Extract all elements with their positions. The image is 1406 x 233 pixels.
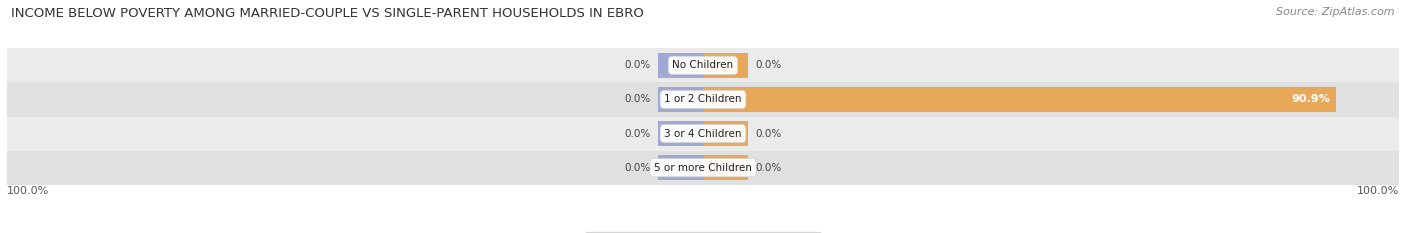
Bar <box>658 53 703 78</box>
Text: 90.9%: 90.9% <box>1291 94 1330 104</box>
Text: 0.0%: 0.0% <box>624 60 651 70</box>
Bar <box>703 155 748 180</box>
Bar <box>658 155 703 180</box>
Text: 0.0%: 0.0% <box>755 60 782 70</box>
Text: 0.0%: 0.0% <box>624 163 651 173</box>
Bar <box>7 48 1399 82</box>
Text: Source: ZipAtlas.com: Source: ZipAtlas.com <box>1277 7 1395 17</box>
Bar <box>703 53 748 78</box>
Text: No Children: No Children <box>672 60 734 70</box>
Bar <box>703 121 748 146</box>
Text: 0.0%: 0.0% <box>755 163 782 173</box>
Text: 100.0%: 100.0% <box>7 186 49 196</box>
Bar <box>7 151 1399 185</box>
Bar <box>658 121 703 146</box>
Text: 5 or more Children: 5 or more Children <box>654 163 752 173</box>
Text: 0.0%: 0.0% <box>755 129 782 139</box>
Bar <box>703 87 1336 112</box>
Bar <box>658 87 703 112</box>
Text: 1 or 2 Children: 1 or 2 Children <box>664 94 742 104</box>
Legend: Married Couples, Single Parents: Married Couples, Single Parents <box>585 232 821 233</box>
Text: 0.0%: 0.0% <box>624 94 651 104</box>
Text: 0.0%: 0.0% <box>624 129 651 139</box>
Bar <box>7 116 1399 151</box>
Text: 3 or 4 Children: 3 or 4 Children <box>664 129 742 139</box>
Text: INCOME BELOW POVERTY AMONG MARRIED-COUPLE VS SINGLE-PARENT HOUSEHOLDS IN EBRO: INCOME BELOW POVERTY AMONG MARRIED-COUPL… <box>11 7 644 20</box>
Text: 100.0%: 100.0% <box>1357 186 1399 196</box>
Bar <box>7 82 1399 116</box>
